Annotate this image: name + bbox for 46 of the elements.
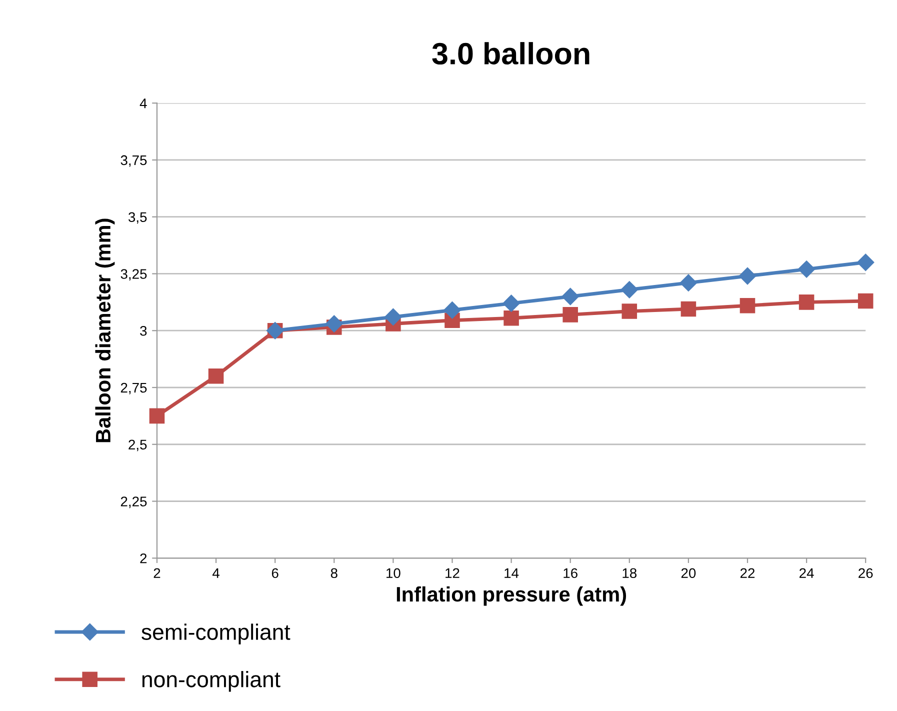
point bbox=[740, 298, 756, 314]
x-tick-label: 22 bbox=[740, 568, 755, 578]
x-tick-label: 18 bbox=[622, 568, 637, 578]
y-tick-label: 2 bbox=[140, 553, 147, 564]
x-tick-label: 14 bbox=[504, 568, 519, 578]
x-tick-label: 10 bbox=[386, 568, 400, 578]
point bbox=[562, 307, 578, 322]
x-tick-label: 24 bbox=[800, 568, 814, 578]
point bbox=[857, 254, 874, 271]
point bbox=[622, 304, 638, 319]
y-axis-title: Balloon diameter (mm) bbox=[95, 218, 115, 442]
point bbox=[562, 288, 579, 306]
x-tick-label: 20 bbox=[681, 568, 696, 578]
point bbox=[502, 294, 520, 312]
y-tick-label: 2,25 bbox=[120, 496, 147, 508]
point bbox=[680, 274, 697, 292]
point bbox=[738, 267, 756, 285]
x-tick-label: 12 bbox=[446, 568, 460, 578]
point bbox=[149, 408, 165, 424]
point bbox=[504, 310, 519, 326]
x-tick-label: 8 bbox=[330, 568, 338, 578]
y-tick-label: 3,5 bbox=[128, 212, 147, 224]
x-tick-label: 4 bbox=[212, 568, 220, 578]
y-tick-label: 3,25 bbox=[120, 269, 147, 281]
point bbox=[680, 301, 696, 317]
y-tick-label: 2,75 bbox=[120, 382, 147, 394]
legend-label: non-compliant bbox=[142, 671, 280, 692]
x-tick-label: 26 bbox=[858, 568, 873, 578]
point bbox=[620, 281, 638, 298]
y-tick-label: 3 bbox=[140, 326, 147, 336]
point bbox=[326, 315, 343, 332]
y-tick-label: 3,75 bbox=[120, 155, 147, 167]
point bbox=[798, 260, 816, 278]
legend-label: semi-compliant bbox=[142, 624, 290, 644]
x-tick-label: 6 bbox=[272, 568, 278, 578]
point bbox=[798, 294, 814, 310]
point bbox=[858, 293, 874, 309]
y-tick-label: 4 bbox=[140, 98, 147, 108]
x-tick-label: 2 bbox=[154, 568, 160, 578]
point bbox=[444, 302, 461, 319]
chart-title: 3.0 balloon bbox=[432, 42, 590, 65]
point bbox=[384, 308, 402, 326]
x-tick-label: 16 bbox=[564, 568, 578, 578]
y-tick-label: 2,5 bbox=[128, 440, 147, 452]
point bbox=[208, 368, 224, 384]
x-axis-title: Inflation pressure (atm) bbox=[396, 586, 626, 606]
